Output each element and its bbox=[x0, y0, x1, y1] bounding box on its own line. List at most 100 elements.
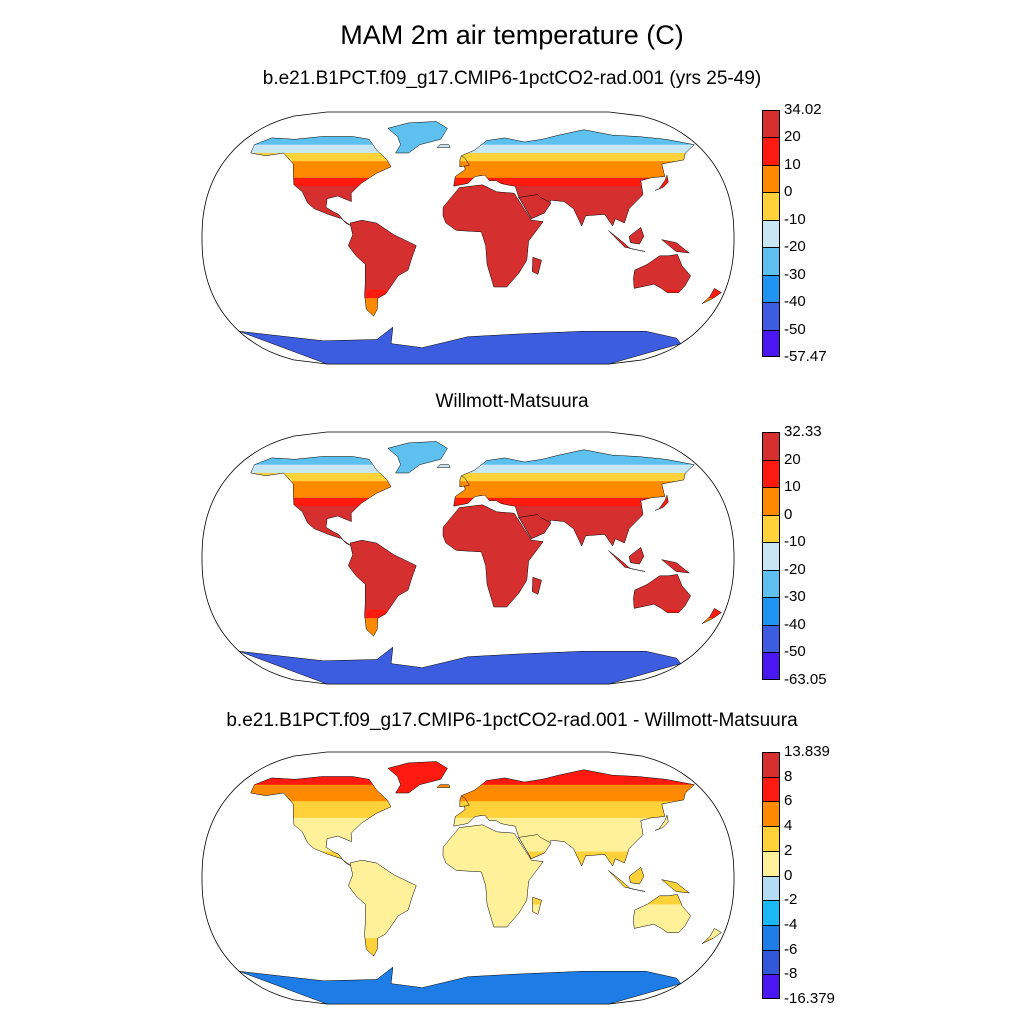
colorbar-segment bbox=[762, 624, 780, 654]
coastline bbox=[348, 539, 417, 637]
panel-3-title: b.e21.B1PCT.f09_g17.CMIP6-1pctCO2-rad.00… bbox=[226, 710, 798, 731]
coastline bbox=[387, 761, 448, 794]
colorbar-tick-label: -40 bbox=[784, 293, 806, 311]
coastline bbox=[608, 550, 646, 572]
panel-3-colorbar bbox=[762, 752, 780, 999]
coastline bbox=[436, 784, 451, 788]
coastline bbox=[633, 894, 691, 933]
coastline bbox=[608, 230, 646, 252]
colorbar-segment bbox=[762, 850, 780, 877]
coastline bbox=[250, 136, 392, 227]
coastline bbox=[442, 824, 544, 928]
colorbar-tick-label: -30 bbox=[784, 588, 806, 606]
colorbar-segment bbox=[762, 302, 780, 331]
colorbar-tick-label: 0 bbox=[784, 866, 793, 884]
colorbar-tick-label: 8 bbox=[784, 767, 793, 785]
colorbar-tick-label: -16.379 bbox=[784, 990, 835, 1007]
colorbar-segment bbox=[762, 776, 780, 803]
coastline bbox=[701, 928, 722, 944]
coastline bbox=[532, 896, 542, 915]
coastline bbox=[436, 464, 451, 468]
panel-3-map bbox=[201, 751, 735, 1005]
colorbar-tick-label: 20 bbox=[784, 128, 801, 146]
colorbar-segment bbox=[762, 597, 780, 626]
colorbar-segment bbox=[762, 752, 780, 778]
coastline bbox=[532, 256, 542, 275]
coastline bbox=[661, 559, 691, 574]
coastline bbox=[442, 504, 544, 608]
coastline bbox=[628, 226, 645, 245]
coastline bbox=[442, 184, 544, 288]
colorbar-tick-label: -8 bbox=[784, 965, 798, 983]
colorbar-segment bbox=[762, 542, 780, 571]
colorbar-segment bbox=[762, 274, 780, 304]
colorbar-tick-label: 0 bbox=[784, 183, 793, 201]
colorbar-tick-label: 2 bbox=[784, 841, 793, 859]
colorbar-tick-label: 10 bbox=[784, 478, 801, 496]
colorbar-segment bbox=[762, 514, 780, 544]
land-newGuinea bbox=[661, 559, 690, 573]
colorbar-segment bbox=[762, 949, 780, 976]
colorbar-tick-label: 0 bbox=[784, 505, 793, 523]
coastline bbox=[654, 494, 669, 511]
coastline bbox=[518, 194, 552, 220]
coastline bbox=[348, 219, 417, 317]
colorbar-segment bbox=[762, 164, 780, 194]
coastline bbox=[701, 288, 722, 304]
coastline bbox=[348, 859, 417, 957]
colorbar-tick-label: -57.47 bbox=[784, 348, 827, 365]
colorbar-segment bbox=[762, 219, 780, 249]
coastline bbox=[608, 870, 646, 892]
coastline bbox=[459, 475, 470, 488]
colorbar-segment bbox=[762, 900, 780, 926]
colorbar-tick-label: -2 bbox=[784, 891, 798, 909]
coastline bbox=[250, 776, 392, 867]
colorbar-segment bbox=[762, 826, 780, 852]
colorbar-segment bbox=[762, 974, 780, 999]
land-africa bbox=[443, 824, 544, 927]
coastline bbox=[453, 129, 695, 227]
coastline bbox=[239, 966, 682, 1005]
colorbar-tick-label: 34.02 bbox=[784, 101, 822, 118]
colorbar-tick-label: -10 bbox=[784, 533, 806, 551]
colorbar-tick-label: -30 bbox=[784, 265, 806, 283]
coastline bbox=[518, 834, 552, 860]
colorbar-tick-label: 4 bbox=[784, 817, 793, 835]
coastline bbox=[661, 879, 691, 894]
land-newGuinea bbox=[661, 879, 690, 893]
panel-2-map bbox=[201, 431, 735, 685]
coastline bbox=[453, 449, 695, 547]
colorbar-tick-label: 6 bbox=[784, 792, 793, 810]
land-iceland bbox=[437, 464, 450, 468]
colorbar-tick-label: -63.05 bbox=[784, 671, 827, 688]
coastline bbox=[633, 574, 691, 613]
colorbar-tick-label: -40 bbox=[784, 615, 806, 633]
coastline bbox=[239, 326, 682, 365]
colorbar-tick-label: 20 bbox=[784, 450, 801, 468]
colorbar-segment bbox=[762, 247, 780, 276]
coastline bbox=[661, 239, 691, 254]
coastline bbox=[459, 795, 470, 808]
land-newGuinea bbox=[661, 239, 690, 253]
colorbar-tick-label: -10 bbox=[784, 210, 806, 228]
coastline bbox=[628, 546, 645, 565]
colorbar-tick-label: 13.839 bbox=[784, 743, 830, 760]
colorbar-segment bbox=[762, 652, 780, 680]
coastline bbox=[387, 441, 448, 474]
coastline bbox=[453, 769, 695, 867]
panel-2-colorbar bbox=[762, 432, 780, 680]
panel-1-map bbox=[201, 111, 735, 365]
colorbar-segment bbox=[762, 329, 780, 357]
colorbar-tick-label: -50 bbox=[784, 643, 806, 661]
coastline bbox=[654, 814, 669, 831]
colorbar-segment bbox=[762, 110, 780, 139]
colorbar-segment bbox=[762, 569, 780, 599]
colorbar-segment bbox=[762, 924, 780, 951]
coastline bbox=[518, 514, 552, 540]
colorbar-tick-label: -20 bbox=[784, 560, 806, 578]
colorbar-segment bbox=[762, 801, 780, 828]
colorbar-segment bbox=[762, 875, 780, 902]
land-uk bbox=[459, 155, 470, 167]
colorbar-tick-label: -20 bbox=[784, 238, 806, 256]
colorbar-segment bbox=[762, 459, 780, 489]
